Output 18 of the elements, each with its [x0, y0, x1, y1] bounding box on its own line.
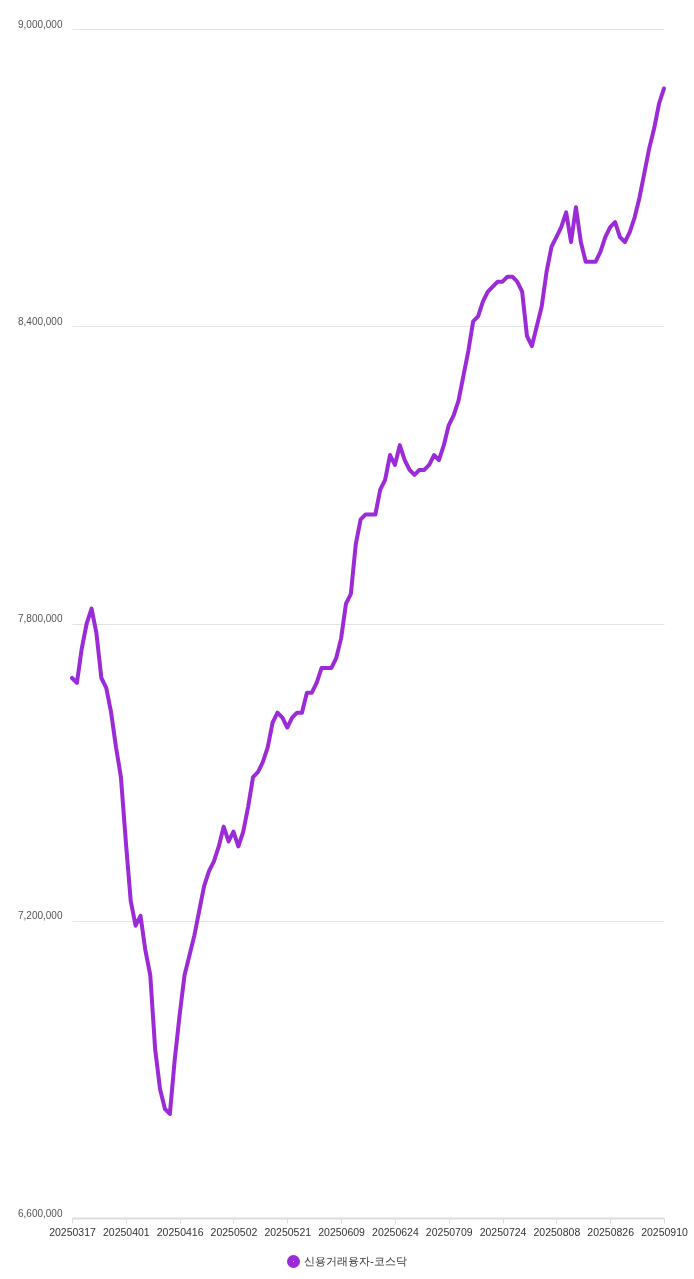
y-tick-label: 7,200,000 — [18, 910, 63, 922]
x-tick-label: 20250808 — [533, 1225, 581, 1238]
x-tick-label: 20250416 — [156, 1225, 204, 1238]
y-tick-label: 6,600,000 — [18, 1207, 63, 1219]
x-tick-label: 20250502 — [210, 1225, 258, 1238]
x-tick-label: 20250609 — [318, 1225, 366, 1238]
x-tick-label: 20250624 — [372, 1225, 419, 1238]
x-tick-label: 20250521 — [264, 1225, 312, 1238]
x-tick-label: 20250826 — [587, 1225, 635, 1238]
y-tick-label: 8,400,000 — [18, 315, 63, 327]
x-tick-label: 20250724 — [479, 1225, 527, 1238]
x-tick-label: 20250401 — [102, 1225, 150, 1238]
y-tick-label: 9,000,000 — [18, 18, 63, 30]
x-tick-label: 20250709 — [425, 1225, 473, 1238]
x-tick-label: 20250317 — [49, 1225, 97, 1238]
y-tick-label: 7,800,000 — [18, 613, 63, 624]
x-tick-label: 20250910 — [641, 1225, 689, 1238]
legend-label: 신용거래융자-코스닥 — [304, 1254, 407, 1268]
